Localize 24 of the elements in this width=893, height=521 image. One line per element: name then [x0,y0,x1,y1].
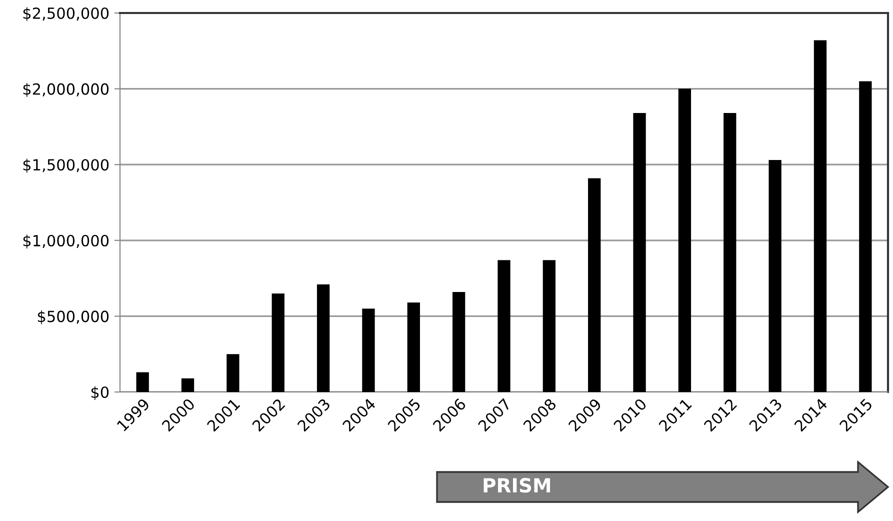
y-tick-label: $2,000,000 [23,82,109,97]
y-tick-label: $2,500,000 [23,7,109,22]
bar [859,81,872,392]
y-tick-label: $1,500,000 [23,158,109,173]
bar [542,260,556,392]
bar [768,160,782,392]
bar [724,113,736,392]
bar [272,293,284,392]
y-tick-label: $0 [91,386,109,400]
bar [633,113,646,392]
text: PRISM [484,478,550,493]
y-tick-label: $1,000,000 [23,234,109,248]
bar [136,372,149,392]
bar [498,260,510,392]
bar [588,178,601,392]
bar [316,284,330,392]
bar [181,378,194,392]
bar [678,88,692,392]
bar [814,40,827,392]
bar [226,354,240,392]
bar [407,302,420,392]
y-tick-label: $500,000 [38,310,109,324]
bar [362,308,375,392]
bar [452,292,466,392]
